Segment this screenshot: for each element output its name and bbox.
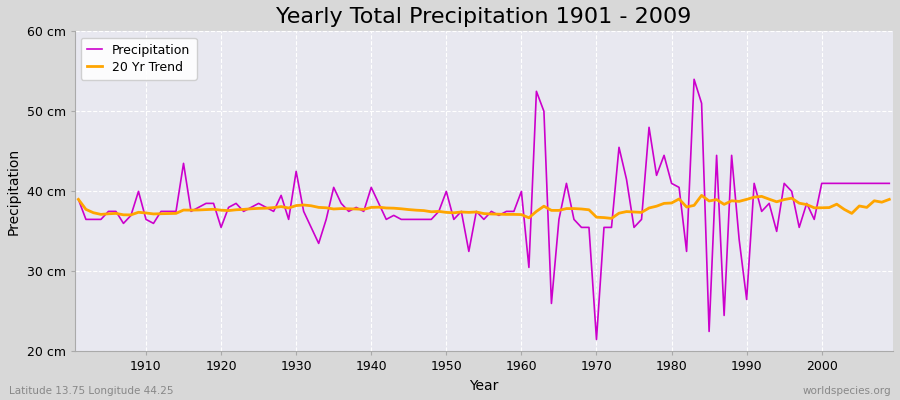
Text: worldspecies.org: worldspecies.org (803, 386, 891, 396)
Precipitation (298, 209, 309, 214)
Y-axis label: Precipitation: Precipitation (7, 148, 21, 235)
20 Yr Trend (298, 202, 309, 207)
X-axis label: Year: Year (469, 379, 499, 393)
Legend: Precipitation, 20 Yr Trend: Precipitation, 20 Yr Trend (81, 38, 197, 80)
Precipitation (508, 209, 519, 214)
Precipitation (614, 145, 625, 150)
Precipitation (343, 209, 354, 214)
Line: Precipitation: Precipitation (78, 79, 889, 340)
Precipitation (884, 181, 895, 186)
Precipitation (516, 189, 526, 194)
Precipitation (133, 189, 144, 194)
20 Yr Trend (343, 206, 354, 211)
Precipitation (591, 337, 602, 342)
20 Yr Trend (516, 212, 526, 217)
20 Yr Trend (508, 212, 519, 217)
Precipitation (688, 77, 699, 82)
Line: 20 Yr Trend: 20 Yr Trend (78, 195, 889, 218)
20 Yr Trend (73, 197, 84, 202)
Title: Yearly Total Precipitation 1901 - 2009: Yearly Total Precipitation 1901 - 2009 (276, 7, 691, 27)
Text: Latitude 13.75 Longitude 44.25: Latitude 13.75 Longitude 44.25 (9, 386, 174, 396)
20 Yr Trend (606, 216, 616, 221)
20 Yr Trend (133, 210, 144, 215)
20 Yr Trend (884, 197, 895, 202)
20 Yr Trend (614, 211, 625, 216)
20 Yr Trend (697, 193, 707, 198)
Precipitation (73, 197, 84, 202)
